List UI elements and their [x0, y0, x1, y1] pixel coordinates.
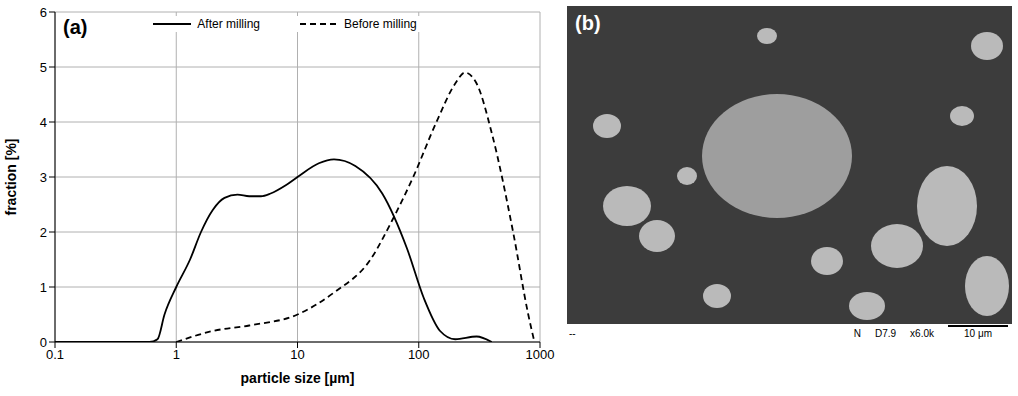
svg-text:5: 5: [40, 60, 47, 75]
svg-text:100: 100: [408, 347, 430, 362]
svg-text:1: 1: [173, 347, 180, 362]
html-text:10 μm: 10 μm: [964, 328, 992, 339]
html-text:D7.9: D7.9: [875, 328, 897, 339]
svg-text:particle size [µm]: particle size [µm]: [241, 370, 355, 386]
html-text:(b): (b): [575, 12, 601, 34]
svg-text:0: 0: [40, 335, 47, 350]
svg-text:4: 4: [40, 115, 47, 130]
html-text:N: N: [853, 328, 861, 339]
svg-text:1000: 1000: [526, 347, 555, 362]
svg-text:6: 6: [40, 5, 47, 20]
html-text:Before milling: Before milling: [344, 17, 417, 31]
svg-text:1: 1: [40, 280, 47, 295]
html-text:(a): (a): [63, 16, 88, 38]
html-text:x6.0k: x6.0k: [910, 328, 934, 339]
svg-text:3: 3: [40, 170, 47, 185]
svg-text:fraction [%]: fraction [%]: [3, 139, 19, 216]
svg-text:10: 10: [290, 347, 304, 362]
html-text:After milling: After milling: [197, 17, 260, 31]
svg-text:2: 2: [40, 225, 47, 240]
svg-text:0.1: 0.1: [46, 347, 64, 362]
